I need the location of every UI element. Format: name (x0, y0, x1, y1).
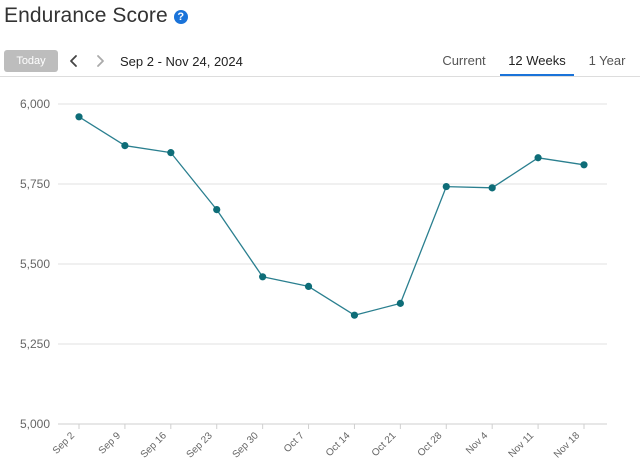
date-range-label: Sep 2 - Nov 24, 2024 (120, 54, 243, 69)
y-axis-ticks: 6,000 5,750 5,500 5,250 5,000 (20, 97, 50, 431)
x-tick-label: Oct 14 (324, 430, 353, 459)
x-tick-label: Sep 23 (185, 430, 215, 460)
page-title: Endurance Score (4, 4, 168, 27)
score-points (75, 113, 588, 319)
tab-current[interactable]: Current (442, 53, 486, 68)
chart-gridlines (58, 103, 607, 425)
active-tab-indicator (500, 74, 574, 76)
x-tick-label: Oct 28 (416, 430, 445, 459)
chevron-left-icon[interactable] (68, 52, 80, 70)
x-tick-label: Oct 21 (370, 430, 399, 459)
tab-12-weeks[interactable]: 12 Weeks (508, 53, 566, 68)
x-tick-label: Nov 4 (464, 430, 491, 457)
data-point (213, 206, 221, 214)
title-row: Endurance Score ? (4, 2, 188, 30)
score-line (78, 116, 585, 316)
y-tick-label: 5,750 (20, 177, 50, 191)
x-tick-label: Sep 30 (231, 430, 261, 460)
data-point (121, 142, 129, 150)
data-point (580, 161, 588, 169)
y-tick-label: 5,000 (20, 417, 50, 431)
data-point (75, 113, 83, 121)
x-tick-label: Nov 18 (552, 430, 582, 460)
score-line-series (78, 116, 585, 316)
data-point (167, 149, 175, 157)
today-button[interactable]: Today (4, 50, 58, 72)
help-question-icon[interactable]: ? (173, 10, 188, 24)
data-point (534, 154, 542, 162)
data-point (442, 182, 450, 191)
data-point (304, 282, 313, 290)
y-tick-label: 5,250 (20, 337, 50, 351)
y-tick-label: 6,000 (20, 97, 50, 111)
x-tick-label: Sep 16 (139, 430, 169, 460)
y-tick-label: 5,500 (20, 257, 50, 271)
x-tick-label: Sep 9 (97, 430, 124, 457)
x-tick-label: Oct 7 (282, 430, 307, 455)
data-point (396, 299, 404, 307)
x-tick-label: Sep 2 (51, 430, 78, 457)
toolbar: Today Sep 2 - Nov 24, 2024 Current 12 We… (0, 44, 640, 77)
data-point (488, 184, 496, 192)
x-axis-ticks: Sep 2 Sep 9 Sep 16 Sep 23 Sep 30 Oct 7 Oct 14 O… (51, 424, 585, 461)
x-tick-label: Nov 11 (507, 430, 537, 460)
tab-1-year[interactable]: 1 Year (588, 53, 626, 68)
data-point (350, 311, 359, 319)
data-point (259, 273, 267, 281)
chevron-right-icon[interactable] (94, 52, 106, 70)
